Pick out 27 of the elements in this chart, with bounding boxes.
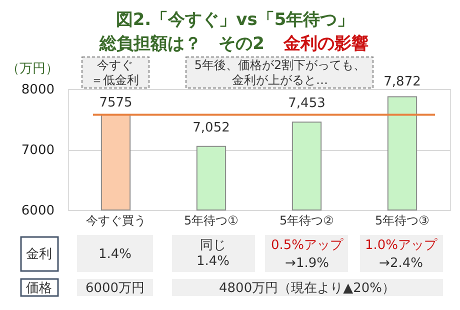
chart-title: 図2.「今すぐ」vs「5年待つ」: [116, 10, 354, 30]
data-label: 7,872: [384, 74, 421, 90]
data-label: 7575: [99, 96, 132, 111]
y-tick-label: 6000: [21, 204, 54, 218]
data-label: 7,453: [288, 96, 326, 112]
text: 金利: [26, 247, 52, 262]
y-tick-label: 8000: [21, 82, 54, 98]
x-tick-label: 5年待つ①: [184, 214, 238, 228]
text: 4800万円（現在より▲20%）: [219, 281, 395, 296]
text: 1.0%アップ: [364, 238, 438, 253]
text: 金利の影響: [282, 34, 368, 54]
text: 1.4%: [98, 247, 132, 262]
y-tick-label: 7000: [21, 143, 54, 158]
data-label: 7,052: [192, 120, 230, 136]
text: 同じ1.4%: [196, 238, 230, 269]
text: 6000万円: [85, 281, 145, 296]
text: 0.5%アップ: [270, 238, 344, 253]
x-tick-label: 5年待つ②: [280, 214, 334, 228]
y-axis-title: （万円）: [6, 62, 58, 76]
text: →2.4%: [379, 256, 423, 271]
x-tick-label: 今すぐ買う: [86, 214, 146, 228]
text: 5年後、価格が2割下がっても、金利が上がると…: [194, 58, 366, 87]
text: 価格: [26, 281, 52, 296]
text: →1.9%: [285, 256, 329, 271]
text: 今すぐ＝低金利: [91, 58, 139, 87]
chart-subtitle: 総負担額は？ その2: [98, 34, 264, 54]
x-tick-label: 5年待つ③: [375, 214, 430, 228]
